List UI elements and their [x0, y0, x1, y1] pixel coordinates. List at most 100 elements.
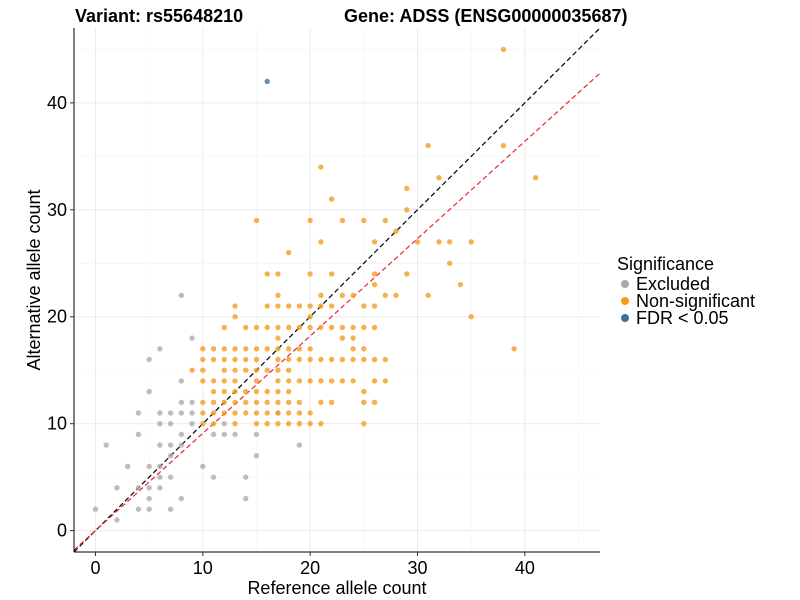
point-non-significant — [253, 399, 260, 405]
point-non-significant — [200, 367, 206, 373]
point-non-significant — [371, 324, 378, 331]
point-excluded — [92, 506, 99, 512]
y-tick-label: 0 — [57, 521, 67, 541]
point-excluded — [232, 431, 238, 438]
point-excluded — [178, 410, 185, 416]
point-non-significant — [382, 356, 389, 363]
point-non-significant — [221, 356, 227, 363]
point-non-significant — [253, 420, 260, 427]
point-non-significant — [468, 314, 474, 320]
point-non-significant — [232, 367, 238, 373]
point-non-significant — [382, 292, 389, 299]
point-non-significant — [328, 324, 335, 331]
point-non-significant — [296, 410, 303, 416]
point-non-significant — [307, 303, 313, 309]
point-excluded — [157, 346, 163, 352]
point-non-significant — [371, 356, 378, 363]
point-non-significant — [328, 196, 335, 202]
x-tick-label: 20 — [300, 558, 320, 578]
y-tick-label: 30 — [47, 200, 67, 220]
point-non-significant — [361, 346, 367, 352]
point-non-significant — [243, 356, 249, 363]
point-excluded — [146, 356, 152, 363]
point-non-significant — [243, 399, 249, 405]
point-excluded — [146, 485, 152, 491]
point-non-significant — [253, 388, 260, 395]
point-non-significant — [253, 217, 260, 224]
point-non-significant — [350, 324, 356, 331]
point-excluded — [135, 485, 142, 491]
point-non-significant — [200, 378, 206, 384]
legend-label-excluded: Excluded — [636, 274, 710, 294]
point-non-significant — [253, 378, 260, 384]
point-non-significant — [221, 399, 227, 405]
point-non-significant — [210, 378, 217, 384]
point-excluded — [243, 474, 249, 480]
legend-key-excluded — [621, 280, 629, 288]
point-non-significant — [264, 346, 270, 352]
point-non-significant — [285, 356, 292, 363]
point-excluded — [178, 442, 185, 448]
point-excluded — [135, 410, 142, 416]
point-non-significant — [318, 292, 324, 299]
point-non-significant — [221, 410, 227, 416]
point-excluded — [167, 506, 174, 512]
point-non-significant — [371, 303, 378, 309]
point-excluded — [210, 431, 217, 438]
point-excluded — [146, 388, 152, 395]
point-non-significant — [264, 367, 270, 373]
y-tick-label: 10 — [47, 414, 67, 434]
point-non-significant — [339, 335, 346, 341]
point-non-significant — [285, 378, 292, 384]
legend-title: Significance — [617, 254, 714, 274]
point-excluded — [157, 463, 163, 470]
point-non-significant — [339, 378, 346, 384]
point-excluded — [103, 442, 109, 448]
point-excluded — [178, 399, 185, 405]
point-excluded — [189, 410, 195, 416]
point-excluded — [124, 463, 131, 470]
legend-label-non-significant: Non-significant — [636, 291, 755, 311]
x-tick-label: 10 — [193, 558, 213, 578]
axes: 0 10 20 30 40 0 10 20 30 40 — [47, 28, 600, 578]
point-non-significant — [436, 175, 442, 181]
point-non-significant — [221, 388, 227, 395]
point-non-significant — [436, 239, 442, 245]
point-non-significant — [200, 420, 206, 427]
point-non-significant — [361, 388, 367, 395]
point-non-significant — [350, 292, 356, 299]
point-excluded — [210, 474, 217, 480]
point-non-significant — [210, 420, 217, 427]
x-tick-label: 30 — [407, 558, 427, 578]
point-non-significant — [243, 367, 249, 373]
point-non-significant — [200, 346, 206, 352]
point-excluded — [178, 431, 185, 438]
point-non-significant — [511, 346, 517, 352]
point-non-significant — [285, 346, 292, 352]
point-excluded — [221, 431, 227, 438]
point-excluded — [114, 517, 120, 523]
point-non-significant — [285, 303, 292, 309]
point-non-significant — [307, 217, 313, 224]
legend-label-fdr: FDR < 0.05 — [636, 308, 729, 328]
point-non-significant — [275, 303, 281, 309]
point-non-significant — [447, 239, 453, 245]
point-non-significant — [275, 399, 281, 405]
point-non-significant — [350, 378, 356, 384]
point-excluded — [167, 442, 174, 448]
point-non-significant — [232, 388, 238, 395]
point-excluded — [296, 442, 303, 448]
point-excluded — [146, 495, 152, 502]
point-non-significant — [339, 356, 346, 363]
y-tick-label: 20 — [47, 307, 67, 327]
point-non-significant — [243, 388, 249, 395]
point-non-significant — [232, 356, 238, 363]
point-non-significant — [318, 356, 324, 363]
y-tick-label: 40 — [47, 93, 67, 113]
point-non-significant — [210, 410, 217, 416]
point-non-significant — [350, 356, 356, 363]
point-non-significant — [361, 217, 367, 224]
point-excluded — [253, 431, 260, 438]
point-excluded — [167, 410, 174, 416]
